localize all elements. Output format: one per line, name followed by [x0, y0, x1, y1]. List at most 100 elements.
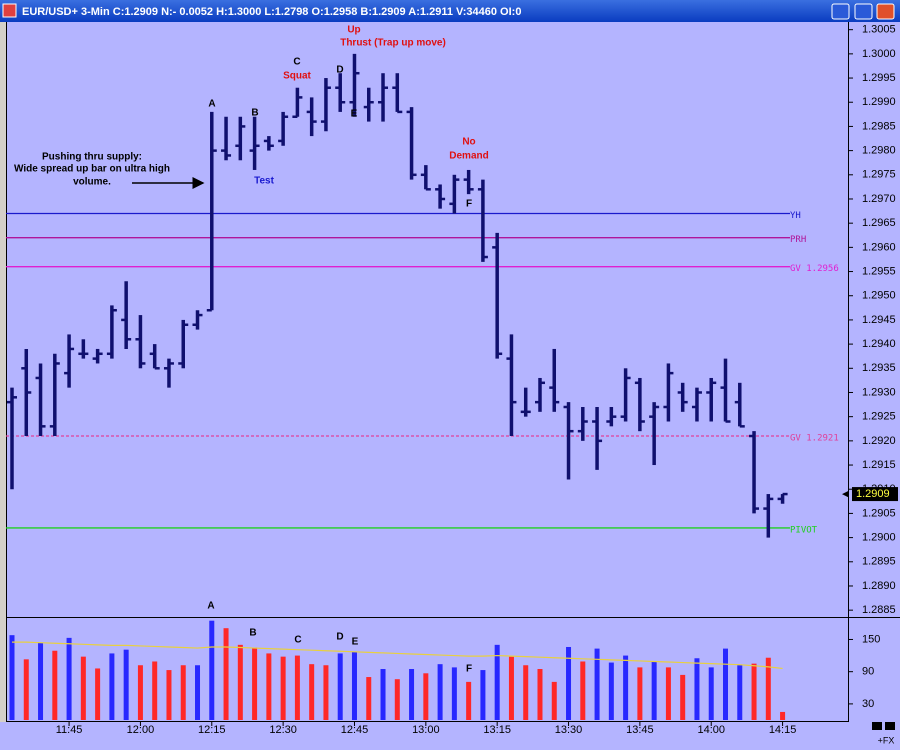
volume-bar	[337, 653, 343, 720]
volume-bar	[409, 669, 415, 720]
volume-bar	[95, 668, 101, 720]
volume-bar	[466, 681, 472, 720]
volume-bar	[494, 644, 500, 720]
annotation: Thrust (Trap up move)	[340, 38, 446, 49]
y-tick-label: 1.2940	[862, 338, 896, 350]
volume-bar	[80, 656, 86, 720]
volume-bar	[508, 656, 514, 720]
y-tick-label: 1.2960	[862, 241, 896, 253]
annotation: Demand	[449, 151, 488, 162]
y-tick-label: 1.2905	[862, 507, 896, 519]
level-label: YH	[790, 211, 801, 221]
annotation: Wide spread up bar on ultra high	[14, 164, 170, 175]
annotation: B	[249, 628, 256, 639]
volume-bar	[737, 665, 743, 720]
volume-bar	[580, 661, 586, 720]
x-tick-label: 12:00	[127, 724, 155, 736]
volume-bar	[623, 655, 629, 720]
scroll-box[interactable]	[872, 722, 882, 730]
last-price-pointer	[842, 491, 848, 498]
y-tick-label: 1.2930	[862, 386, 896, 398]
y-tick-label: 1.2975	[862, 169, 896, 181]
y-tick-label: 1.2945	[862, 314, 896, 326]
volume-bar	[23, 659, 29, 720]
maximize-button[interactable]	[854, 3, 873, 20]
volume-bar	[451, 667, 457, 720]
volume-bar	[680, 674, 686, 720]
price-axis	[848, 22, 900, 618]
volume-bar	[109, 653, 115, 720]
y-tick-label: 1.2885	[862, 604, 896, 616]
volume-bar	[537, 669, 543, 720]
y-tick-label: 1.2985	[862, 120, 896, 132]
volume-bar	[423, 673, 429, 720]
level-label: PRH	[790, 235, 806, 245]
volume-bar	[480, 670, 486, 720]
volume-bar	[523, 665, 529, 720]
level-label: GV 1.2956	[790, 264, 839, 274]
volume-bar	[651, 661, 657, 720]
volume-bar	[137, 665, 143, 720]
annotations: A B C Squat D Up Thrust (Trap up move) E…	[14, 25, 489, 675]
volume-bar	[280, 656, 286, 720]
level-label: PIVOT	[790, 525, 818, 535]
volume-bar	[237, 644, 243, 720]
y-tick-label: 1.2890	[862, 580, 896, 592]
volume-bar	[180, 665, 186, 720]
level-label: GV 1.2921	[790, 434, 839, 444]
volume-bar	[708, 667, 714, 720]
y-tick-label: 1.2950	[862, 290, 896, 302]
volume-bar	[594, 648, 600, 720]
volume-bar	[637, 667, 643, 720]
window-title: EUR/USD+ 3-Min C:1.2909 N:- 0.0052 H:1.3…	[22, 6, 521, 18]
volume-bar	[166, 670, 172, 720]
annotation: Test	[254, 176, 274, 187]
annotation: D	[336, 65, 343, 76]
volume-bar	[608, 662, 614, 720]
annotation: E	[352, 637, 359, 648]
window-icon	[2, 3, 17, 18]
volume-bar	[209, 620, 215, 720]
volume-bar	[323, 665, 329, 720]
annotation: Squat	[283, 71, 311, 82]
annotation: No	[462, 137, 475, 148]
volume-bar	[351, 651, 357, 720]
close-button[interactable]	[876, 3, 895, 20]
volume-bar	[266, 653, 272, 720]
y-tick-label: 1.2980	[862, 145, 896, 157]
y-tick-label: 1.2935	[862, 362, 896, 374]
volume-bar	[366, 677, 372, 720]
annotation: F	[466, 199, 472, 210]
y-tick-label: 1.2970	[862, 193, 896, 205]
volume-bar	[9, 635, 15, 720]
volume-bar	[38, 642, 44, 720]
annotation: C	[293, 57, 300, 68]
scroll-box[interactable]	[885, 722, 895, 730]
annotation: F	[466, 664, 472, 675]
volume-bar	[551, 681, 557, 720]
volume-bar	[566, 646, 572, 720]
volume-bar	[780, 711, 786, 720]
y-tick-label: 1.2900	[862, 532, 896, 544]
annotation: B	[251, 108, 258, 119]
x-tick-label: 13:45	[626, 724, 654, 736]
volume-bar	[52, 650, 58, 720]
annotation: D	[336, 632, 343, 643]
y-tick-label: 1.2915	[862, 459, 896, 471]
y-tick-label: 90	[862, 666, 874, 678]
y-tick-label: 1.2925	[862, 411, 896, 423]
volume-average	[12, 641, 783, 670]
y-tick-label: 150	[862, 633, 880, 645]
volume-bar	[294, 655, 300, 720]
annotation: volume.	[73, 177, 111, 188]
volume-bar	[723, 648, 728, 720]
volume-bar	[665, 667, 671, 720]
x-tick-label: 12:30	[269, 724, 297, 736]
y-tick-label: 1.3005	[862, 24, 896, 36]
x-tick-label: 14:15	[769, 724, 797, 736]
y-tick-label: 1.2920	[862, 435, 896, 447]
minimize-button[interactable]	[831, 3, 850, 20]
x-tick-label: 12:45	[341, 724, 369, 736]
